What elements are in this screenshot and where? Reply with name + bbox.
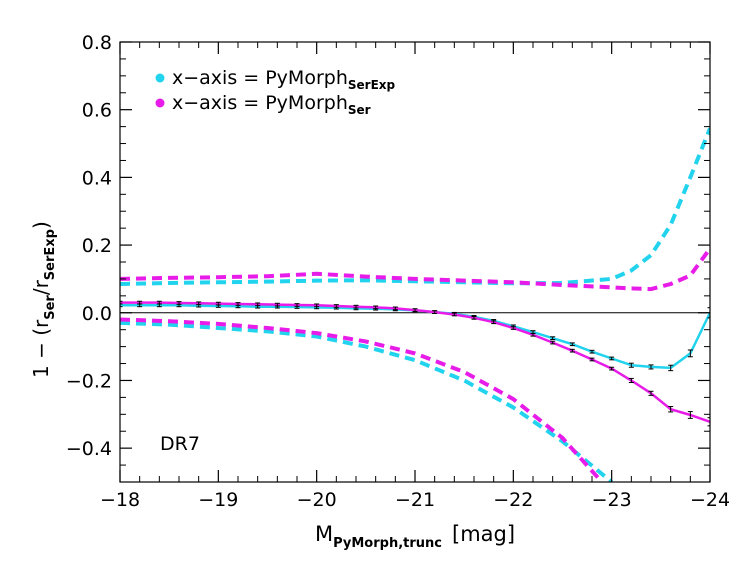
- legend: x−axis = PyMorphSerExp x−axis = PyMorphS…: [155, 67, 396, 117]
- series-layer: [120, 127, 710, 482]
- x-tick-label: −24: [690, 489, 730, 511]
- y-tick-label: 0.4: [82, 167, 112, 189]
- y-tick-label: −0.2: [66, 370, 112, 392]
- legend-label-serexp: x−axis = PyMorphSerExp: [172, 67, 396, 92]
- y-tick-label: 0.2: [82, 235, 112, 257]
- y-tick-label: 0.0: [82, 303, 112, 325]
- x-axis-title: MPyMorph,trunc [mag]: [315, 522, 515, 551]
- legend-marker-ser: [155, 98, 165, 108]
- y-tick-label: 0.6: [82, 100, 112, 122]
- legend-marker-serexp: [155, 73, 165, 83]
- x-tick-label: −19: [198, 489, 238, 511]
- x-tick-label: −18: [100, 489, 140, 511]
- legend-label-ser: x−axis = PyMorphSer: [172, 92, 371, 117]
- y-tick-label: 0.8: [82, 32, 112, 54]
- y-axis-title: 1 − (rSer/rSerExp): [29, 221, 58, 378]
- series-line-ser_upper: [120, 247, 710, 292]
- series-line-serexp_lower: [120, 320, 613, 482]
- annotation-dr7: DR7: [160, 433, 200, 455]
- series-line-ser_lower: [120, 317, 604, 482]
- x-tick-label: −20: [297, 489, 337, 511]
- ticks-layer: −18 −19 −20 −21 −22 −23 −24 −0.4 −0.2 0.0 0.2 0.4 0.…: [66, 32, 730, 511]
- x-tick-label: −22: [493, 489, 533, 511]
- series-line-serexp_upper: [120, 127, 710, 286]
- y-tick-label: −0.4: [66, 438, 112, 460]
- x-tick-label: −23: [592, 489, 632, 511]
- x-tick-label: −21: [395, 489, 435, 511]
